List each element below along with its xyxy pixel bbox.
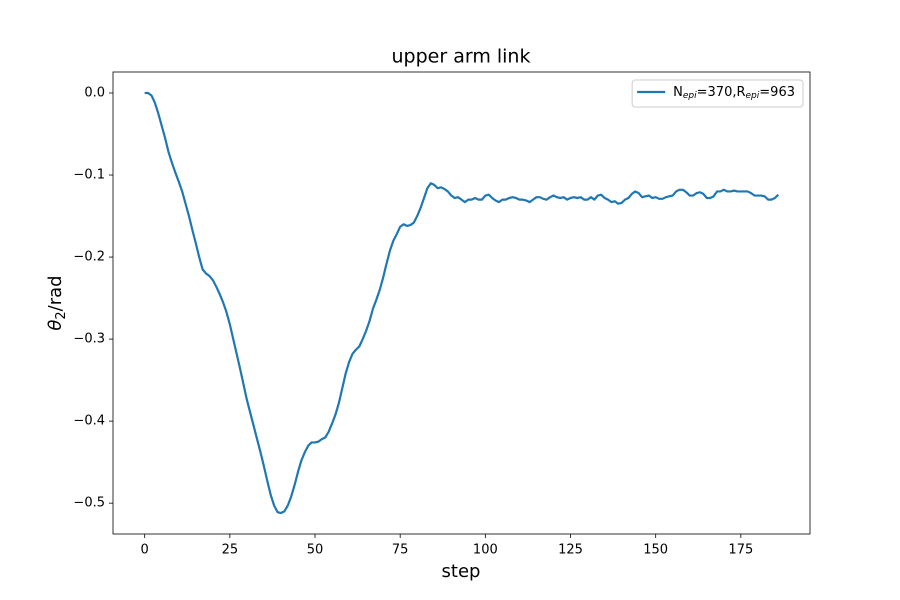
x-tick-label: 0 bbox=[141, 543, 149, 558]
legend-label-part: epi bbox=[746, 91, 760, 101]
y-tick-label: −0.5 bbox=[73, 496, 105, 511]
chart-title: upper arm link bbox=[392, 46, 531, 68]
y-axis-label: θ2/rad bbox=[45, 275, 69, 330]
legend-label-part: =370,R bbox=[697, 85, 746, 100]
y-tick-label: −0.4 bbox=[73, 414, 105, 429]
x-axis-label: step bbox=[442, 561, 481, 582]
y-tick-label: −0.3 bbox=[73, 332, 105, 347]
x-tick-label: 125 bbox=[558, 543, 583, 558]
y-tick-label: −0.1 bbox=[73, 168, 105, 183]
y-tick-label: −0.2 bbox=[73, 250, 105, 265]
legend-label-part: epi bbox=[683, 91, 697, 101]
x-tick-label: 175 bbox=[728, 543, 753, 558]
x-tick-label: 25 bbox=[222, 543, 239, 558]
y-tick-label: 0.0 bbox=[84, 86, 105, 101]
y-label-part: θ bbox=[45, 320, 66, 331]
legend-label-part: N bbox=[673, 85, 683, 100]
y-label-part: 2 bbox=[54, 311, 69, 319]
x-tick-label: 150 bbox=[643, 543, 668, 558]
x-tick-label: 75 bbox=[392, 543, 409, 558]
y-label-part: /rad bbox=[45, 275, 66, 311]
x-tick-label: 100 bbox=[473, 543, 498, 558]
legend: Nepi=370,Repi=963 bbox=[631, 79, 804, 108]
legend-label-part: =963 bbox=[759, 85, 795, 100]
data-line bbox=[144, 91, 780, 515]
axes-frame bbox=[112, 71, 811, 535]
legend-label: Nepi=370,Repi=963 bbox=[673, 85, 795, 101]
x-tick-label: 50 bbox=[307, 543, 324, 558]
legend-box bbox=[631, 79, 804, 108]
